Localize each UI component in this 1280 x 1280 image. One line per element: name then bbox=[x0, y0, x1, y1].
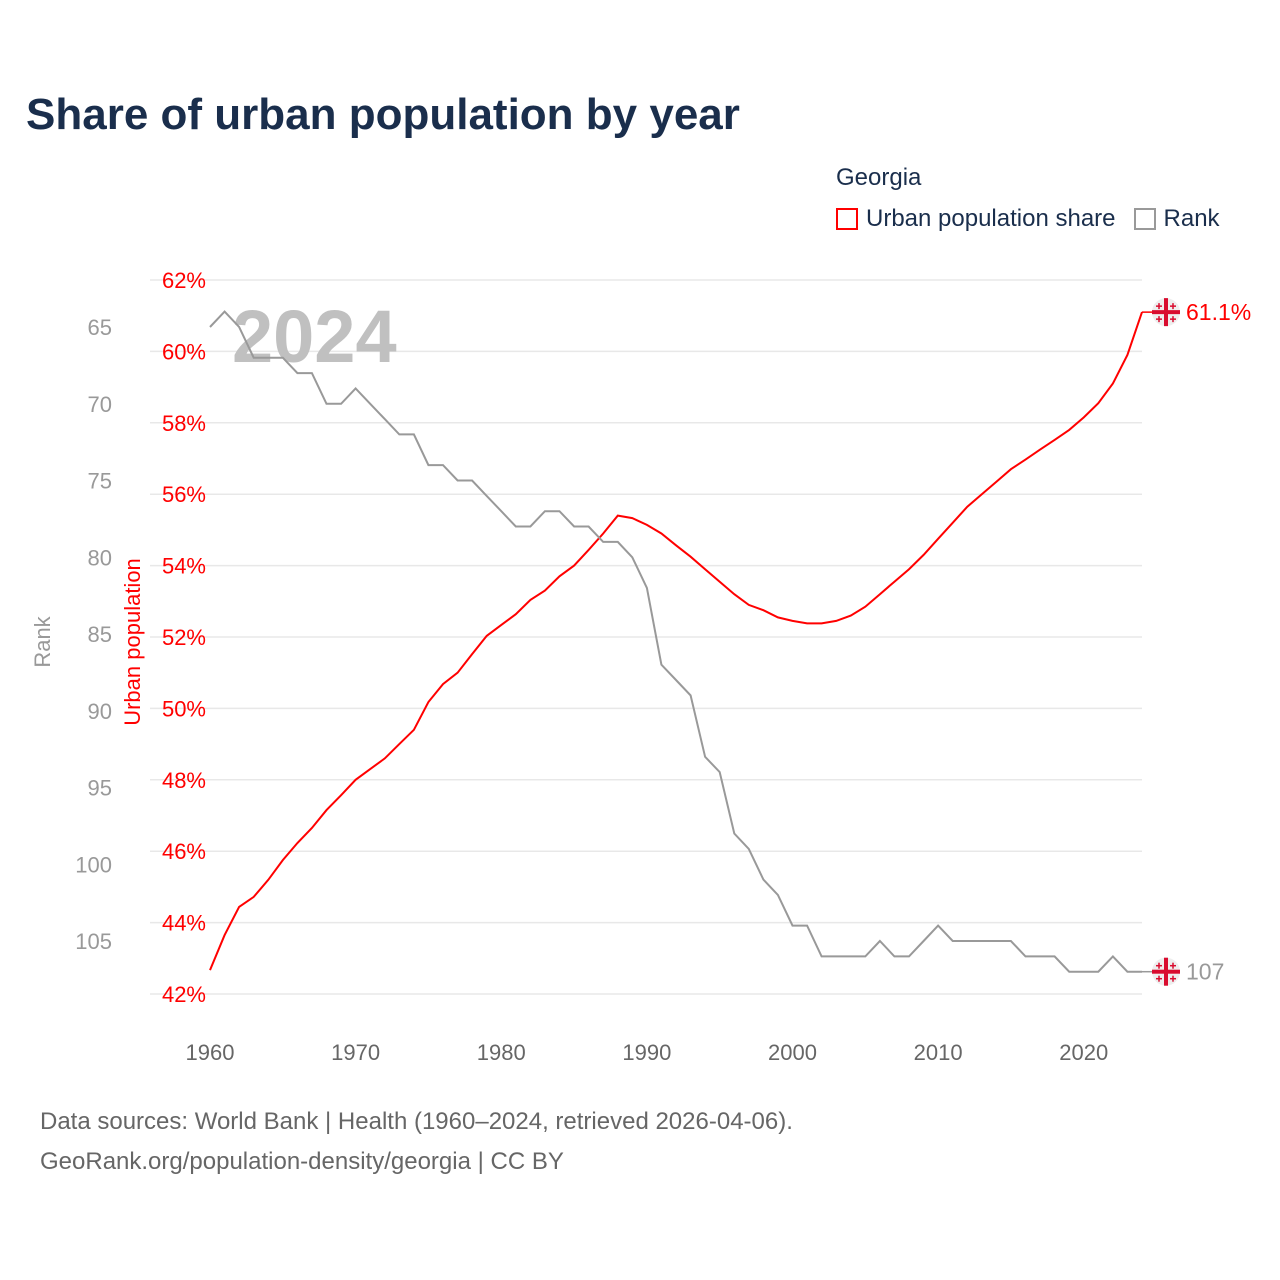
flag-small-cross bbox=[1158, 975, 1160, 982]
y-axis-label-rank: Rank bbox=[30, 615, 55, 667]
y-tick-rank: 75 bbox=[88, 469, 112, 494]
y-tick-rank: 70 bbox=[88, 392, 112, 417]
legend-swatch-rank[interactable] bbox=[1133, 208, 1156, 230]
x-tick: 1960 bbox=[186, 1040, 235, 1065]
y-tick-rank: 105 bbox=[75, 929, 112, 954]
y-tick-urban: 42% bbox=[162, 982, 206, 1007]
flag-small-cross bbox=[1172, 316, 1174, 323]
y-tick-urban: 60% bbox=[162, 339, 206, 364]
y-tick-rank: 65 bbox=[88, 315, 112, 340]
y-axis-label-urban: Urban population bbox=[120, 558, 145, 726]
flag-small-cross bbox=[1158, 316, 1160, 323]
year-watermark: 2024 bbox=[232, 295, 397, 378]
x-tick: 1990 bbox=[622, 1040, 671, 1065]
legend-title: Georgia bbox=[836, 164, 922, 191]
flag-cross-v bbox=[1164, 957, 1168, 986]
georgia-flag-icon bbox=[1152, 957, 1180, 986]
x-tick: 1970 bbox=[331, 1040, 380, 1065]
flag-small-cross bbox=[1158, 303, 1160, 310]
y-tick-rank: 80 bbox=[88, 545, 112, 570]
flag-small-cross bbox=[1172, 962, 1174, 969]
georgia-flag-icon bbox=[1152, 298, 1180, 327]
y-tick-urban: 54% bbox=[162, 554, 206, 579]
y-tick-rank: 100 bbox=[75, 852, 112, 877]
end-label-rank: 107 bbox=[1186, 959, 1224, 985]
y-tick-urban: 48% bbox=[162, 768, 206, 793]
flag-cross-v bbox=[1164, 298, 1168, 327]
y-tick-urban: 58% bbox=[162, 411, 206, 436]
y-tick-urban: 56% bbox=[162, 482, 206, 507]
y-tick-urban: 50% bbox=[162, 696, 206, 721]
end-label-urban: 61.1% bbox=[1186, 299, 1251, 325]
x-tick: 2000 bbox=[768, 1040, 817, 1065]
y-tick-urban: 44% bbox=[162, 911, 206, 936]
flag-small-cross bbox=[1172, 303, 1174, 310]
y-tick-urban: 62% bbox=[162, 268, 206, 293]
x-tick: 2020 bbox=[1059, 1040, 1108, 1065]
x-tick: 1980 bbox=[477, 1040, 526, 1065]
y-tick-rank: 90 bbox=[88, 699, 112, 724]
y-tick-urban: 52% bbox=[162, 625, 206, 650]
rank-line bbox=[209, 310, 1142, 973]
legend-label-urban[interactable]: Urban population share bbox=[866, 205, 1116, 232]
legend: Urban population share Rank bbox=[836, 205, 1220, 233]
y-tick-rank: 95 bbox=[88, 776, 112, 801]
y-tick-urban: 46% bbox=[162, 839, 206, 864]
footer-sources: Data sources: World Bank | Health (1960–… bbox=[40, 1108, 793, 1135]
x-tick: 2010 bbox=[914, 1040, 963, 1065]
y-tick-rank: 85 bbox=[88, 622, 112, 647]
legend-swatch-urban[interactable] bbox=[836, 208, 858, 230]
legend-label-rank[interactable]: Rank bbox=[1163, 205, 1220, 232]
urban-share-line bbox=[209, 311, 1143, 971]
chart-title: Share of urban population by year bbox=[26, 90, 740, 139]
footer-attribution[interactable]: GeoRank.org/population-density/georgia |… bbox=[40, 1148, 564, 1175]
flag-small-cross bbox=[1172, 975, 1174, 982]
flag-small-cross bbox=[1158, 962, 1160, 969]
